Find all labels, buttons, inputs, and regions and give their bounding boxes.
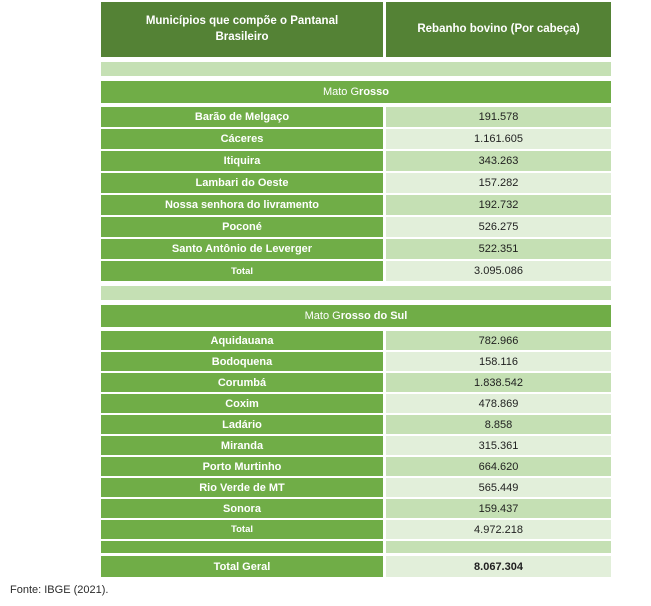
herd-count-value: 158.116 (386, 352, 611, 371)
spacer-name-cell (101, 541, 383, 553)
table-row: Ladário 8.858 (101, 415, 611, 434)
herd-count-value: 159.437 (386, 499, 611, 518)
section-title-bold-part: rosso (359, 86, 390, 98)
section-title-normal-part: Mato G (322, 86, 360, 98)
spacer-row-pre-grand-total (101, 541, 611, 553)
table-row: Aquidauana 782.966 (101, 331, 611, 350)
municipality-name: Porto Murtinho (101, 457, 383, 476)
municipality-name: Barão de Melgaço (101, 107, 383, 127)
cattle-table: Municípios que compõe o Pantanal Brasile… (101, 2, 611, 577)
herd-count-value: 192.732 (386, 195, 611, 215)
herd-count-value: 1.838.542 (386, 373, 611, 392)
rows-mato-grosso: Barão de Melgaço 191.578 Cáceres 1.161.605 I… (101, 107, 611, 281)
municipality-name: Santo Antônio de Leverger (101, 239, 383, 259)
section-total-row: Total 3.095.086 (101, 261, 611, 281)
herd-count-value: 315.361 (386, 436, 611, 455)
herd-count-value: 664.620 (386, 457, 611, 476)
table-row: Corumbá 1.838.542 (101, 373, 611, 392)
municipality-name: Itiquira (101, 151, 383, 171)
rows-mato-grosso-do-sul: Aquidauana 782.966 Bodoquena 158.116 Corumbá… (101, 331, 611, 539)
section-title-bold-part: rosso do Sul (340, 310, 408, 322)
herd-count-value: 526.275 (386, 217, 611, 237)
herd-count-value: 191.578 (386, 107, 611, 127)
section-total-value: 3.095.086 (386, 261, 611, 281)
municipality-name: Miranda (101, 436, 383, 455)
herd-count-value: 478.869 (386, 394, 611, 413)
municipality-name: Nossa senhora do livramento (101, 195, 383, 215)
herd-count-value: 782.966 (386, 331, 611, 350)
table-row: Rio Verde de MT 565.449 (101, 478, 611, 497)
municipality-name: Rio Verde de MT (101, 478, 383, 497)
table-row: Miranda 315.361 (101, 436, 611, 455)
municipality-name: Corumbá (101, 373, 383, 392)
table-header-row: Municípios que compõe o Pantanal Brasile… (101, 2, 611, 57)
municipality-name: Bodoquena (101, 352, 383, 371)
herd-count-value: 1.161.605 (386, 129, 611, 149)
municipality-name: Cáceres (101, 129, 383, 149)
municipality-name: Ladário (101, 415, 383, 434)
table-row: Poconé 526.275 (101, 217, 611, 237)
grand-total-row: Total Geral 8.067.304 (101, 556, 611, 577)
section-total-value: 4.972.218 (386, 520, 611, 539)
section-total-label: Total (101, 520, 383, 539)
spacer-band-top (101, 62, 611, 76)
table-row: Lambari do Oeste 157.282 (101, 173, 611, 193)
herd-count-value: 157.282 (386, 173, 611, 193)
header-municipios: Municípios que compõe o Pantanal Brasile… (101, 2, 383, 57)
municipality-name: Aquidauana (101, 331, 383, 350)
section-title-normal-part: Mato G (304, 310, 341, 322)
municipality-name: Lambari do Oeste (101, 173, 383, 193)
spacer-value-cell (386, 541, 611, 553)
table-row: Porto Murtinho 664.620 (101, 457, 611, 476)
table-row: Barão de Melgaço 191.578 (101, 107, 611, 127)
header-rebanho: Rebanho bovino (Por cabeça) (386, 2, 611, 57)
table-row: Sonora 159.437 (101, 499, 611, 518)
section-total-row: Total 4.972.218 (101, 520, 611, 539)
municipality-name: Poconé (101, 217, 383, 237)
table-row: Itiquira 343.263 (101, 151, 611, 171)
herd-count-value: 8.858 (386, 415, 611, 434)
municipality-name: Coxim (101, 394, 383, 413)
grand-total-value: 8.067.304 (386, 556, 611, 577)
table-row: Bodoquena 158.116 (101, 352, 611, 371)
spacer-band-middle (101, 286, 611, 300)
herd-count-value: 522.351 (386, 239, 611, 259)
table-row: Nossa senhora do livramento 192.732 (101, 195, 611, 215)
municipality-name: Sonora (101, 499, 383, 518)
herd-count-value: 343.263 (386, 151, 611, 171)
table-row: Cáceres 1.161.605 (101, 129, 611, 149)
section-total-label: Total (101, 261, 383, 281)
table-row: Santo Antônio de Leverger 522.351 (101, 239, 611, 259)
herd-count-value: 565.449 (386, 478, 611, 497)
source-note: Fonte: IBGE (2021). (10, 584, 109, 596)
table-row: Coxim 478.869 (101, 394, 611, 413)
grand-total-label: Total Geral (101, 556, 383, 577)
